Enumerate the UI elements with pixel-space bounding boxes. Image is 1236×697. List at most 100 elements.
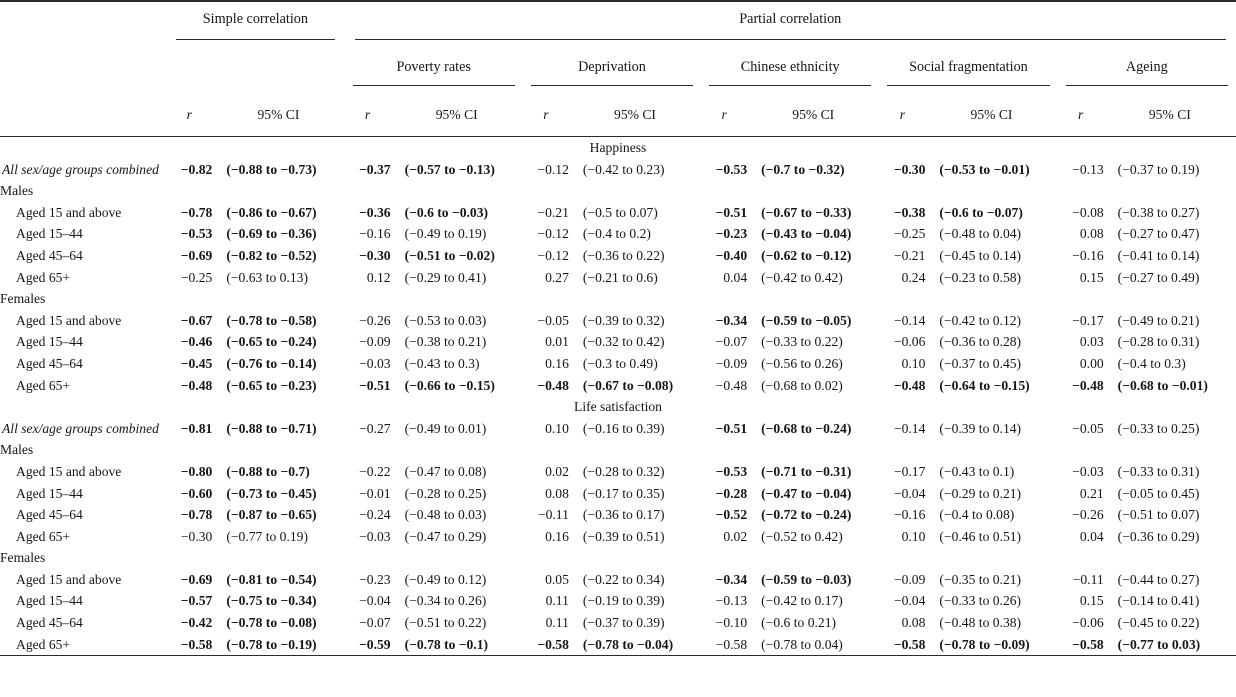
ci-value: (−0.48 to 0.04) bbox=[939, 226, 1022, 242]
r-value: 0.10 bbox=[901, 528, 926, 544]
r-value: −0.69 bbox=[180, 247, 213, 263]
ci-value: (−0.49 to 0.21) bbox=[1117, 312, 1200, 328]
row-label: Aged 65+ bbox=[16, 636, 71, 652]
ci-value: (−0.88 to −0.7) bbox=[226, 463, 310, 479]
ci-value: (−0.57 to −0.13) bbox=[404, 161, 495, 177]
spanner-row: Simple correlation Partial correlation bbox=[0, 1, 1236, 46]
ci-value: (−0.6 to 0.21) bbox=[761, 615, 837, 631]
r-value: −0.30 bbox=[180, 528, 213, 544]
empty-cell bbox=[166, 180, 1236, 202]
r-value: −0.07 bbox=[715, 334, 748, 350]
ci-value: (−0.43 to −0.04) bbox=[761, 226, 852, 242]
row-label: Aged 45–64 bbox=[16, 355, 83, 371]
ci-value: (−0.78 to −0.19) bbox=[226, 636, 317, 652]
ci-value: (−0.37 to 0.45) bbox=[939, 355, 1022, 371]
chinese-ethnicity-header: Chinese ethnicity bbox=[701, 46, 879, 94]
ci-column-header: 95% CI bbox=[792, 107, 835, 122]
r-value: −0.48 bbox=[180, 377, 213, 393]
ci-value: (−0.22 to 0.34) bbox=[582, 571, 665, 587]
r-value: −0.01 bbox=[359, 485, 391, 501]
r-value: −0.21 bbox=[893, 247, 926, 263]
ci-value: (−0.88 to −0.71) bbox=[226, 420, 317, 436]
ci-value: (−0.28 to 0.25) bbox=[404, 485, 487, 501]
r-value: 0.15 bbox=[1079, 593, 1104, 609]
ci-value: (−0.51 to −0.02) bbox=[404, 247, 495, 263]
row-label: Aged 65+ bbox=[16, 528, 71, 544]
r-value: −0.58 bbox=[180, 636, 213, 652]
r-value: −0.09 bbox=[715, 355, 748, 371]
ci-column-header: 95% CI bbox=[1148, 107, 1191, 122]
table-row: Aged 45–64 −0.45 (−0.76 to −0.14) −0.03 (−0.… bbox=[0, 353, 1236, 375]
ci-value: (−0.33 to 0.25) bbox=[1117, 420, 1200, 436]
ci-value: (−0.35 to 0.21) bbox=[939, 571, 1022, 587]
r-value: −0.05 bbox=[1072, 420, 1104, 436]
r-value: −0.03 bbox=[359, 528, 391, 544]
ci-value: (−0.87 to −0.65) bbox=[226, 507, 317, 523]
table-row: Aged 15–44 −0.53 (−0.69 to −0.36) −0.16 (−0.… bbox=[0, 223, 1236, 245]
r-value: −0.81 bbox=[180, 420, 213, 436]
ci-value: (−0.42 to 0.42) bbox=[761, 269, 843, 285]
r-value: 0.08 bbox=[545, 485, 569, 501]
table-row: Aged 65+ −0.30 (−0.77 to 0.19) −0.03 (−0.47 … bbox=[0, 526, 1236, 548]
ci-value: (−0.37 to 0.39) bbox=[582, 615, 665, 631]
r-value: −0.34 bbox=[715, 312, 748, 328]
r-value: −0.45 bbox=[180, 355, 213, 371]
table-row: Aged 65+ −0.48 (−0.65 to −0.23) −0.51 (−0.66… bbox=[0, 375, 1236, 397]
table-row: Females bbox=[0, 288, 1236, 310]
r-value: −0.53 bbox=[715, 463, 748, 479]
simple-correlation-label: Simple correlation bbox=[176, 2, 335, 40]
table-row: Aged 15–44 −0.46 (−0.65 to −0.24) −0.09 (−0.… bbox=[0, 331, 1236, 353]
ci-value: (−0.78 to −0.08) bbox=[226, 615, 317, 631]
r-value: −0.03 bbox=[359, 355, 391, 371]
r-value: −0.46 bbox=[180, 334, 213, 350]
section-title-row: Life satisfaction bbox=[0, 396, 1236, 418]
ci-value: (−0.45 to 0.14) bbox=[939, 247, 1022, 263]
ci-column-header: 95% CI bbox=[970, 107, 1013, 122]
r-value: 0.16 bbox=[545, 528, 569, 544]
r-value: −0.48 bbox=[715, 377, 748, 393]
empty-cell bbox=[0, 94, 166, 137]
ci-value: (−0.4 to 0.08) bbox=[939, 507, 1015, 523]
r-value: −0.21 bbox=[537, 204, 569, 220]
r-value: −0.53 bbox=[715, 161, 748, 177]
r-value: −0.58 bbox=[1072, 636, 1104, 652]
ci-value: (−0.36 to 0.22) bbox=[582, 247, 665, 263]
row-label: Aged 45–64 bbox=[16, 247, 83, 263]
ci-value: (−0.7 to −0.32) bbox=[761, 161, 845, 177]
section-title: Life satisfaction bbox=[574, 399, 662, 415]
r-value: −0.08 bbox=[1072, 204, 1104, 220]
ci-value: (−0.63 to 0.13) bbox=[226, 269, 308, 285]
r-value: 0.12 bbox=[366, 269, 391, 285]
ci-value: (−0.39 to 0.14) bbox=[939, 420, 1022, 436]
empty-cell bbox=[166, 439, 1236, 461]
ci-value: (−0.4 to 0.3) bbox=[1117, 355, 1186, 371]
ci-value: (−0.5 to 0.07) bbox=[582, 204, 658, 220]
row-label: Males bbox=[0, 183, 34, 199]
r-value: 0.11 bbox=[545, 615, 569, 631]
empty-cell bbox=[166, 46, 344, 94]
row-label: All sex/age groups combined bbox=[2, 420, 159, 436]
ci-value: (−0.42 to 0.17) bbox=[761, 593, 843, 609]
row-label: Aged 15–44 bbox=[16, 485, 83, 501]
ci-value: (−0.43 to 0.3) bbox=[404, 355, 480, 371]
r-value: −0.16 bbox=[359, 226, 391, 242]
ci-value: (−0.32 to 0.42) bbox=[582, 334, 665, 350]
ci-value: (−0.53 to 0.03) bbox=[404, 312, 487, 328]
ci-value: (−0.69 to −0.36) bbox=[226, 226, 317, 242]
empty-cell bbox=[166, 547, 1236, 569]
ci-value: (−0.27 to 0.49) bbox=[1117, 269, 1200, 285]
r-value: 0.27 bbox=[545, 269, 569, 285]
r-value: −0.05 bbox=[537, 312, 569, 328]
r-value: −0.78 bbox=[180, 204, 213, 220]
ci-value: (−0.59 to −0.03) bbox=[761, 571, 852, 587]
ci-value: (−0.43 to 0.1) bbox=[939, 463, 1015, 479]
r-value: −0.28 bbox=[715, 485, 748, 501]
ci-value: (−0.39 to 0.51) bbox=[582, 528, 665, 544]
ci-value: (−0.71 to −0.31) bbox=[761, 463, 852, 479]
poverty-rates-header: Poverty rates bbox=[345, 46, 523, 94]
r-value: −0.09 bbox=[893, 571, 926, 587]
r-value: −0.24 bbox=[359, 507, 391, 523]
r-value: −0.69 bbox=[180, 571, 213, 587]
ci-value: (−0.33 to 0.22) bbox=[761, 334, 843, 350]
r-value: −0.34 bbox=[715, 571, 748, 587]
